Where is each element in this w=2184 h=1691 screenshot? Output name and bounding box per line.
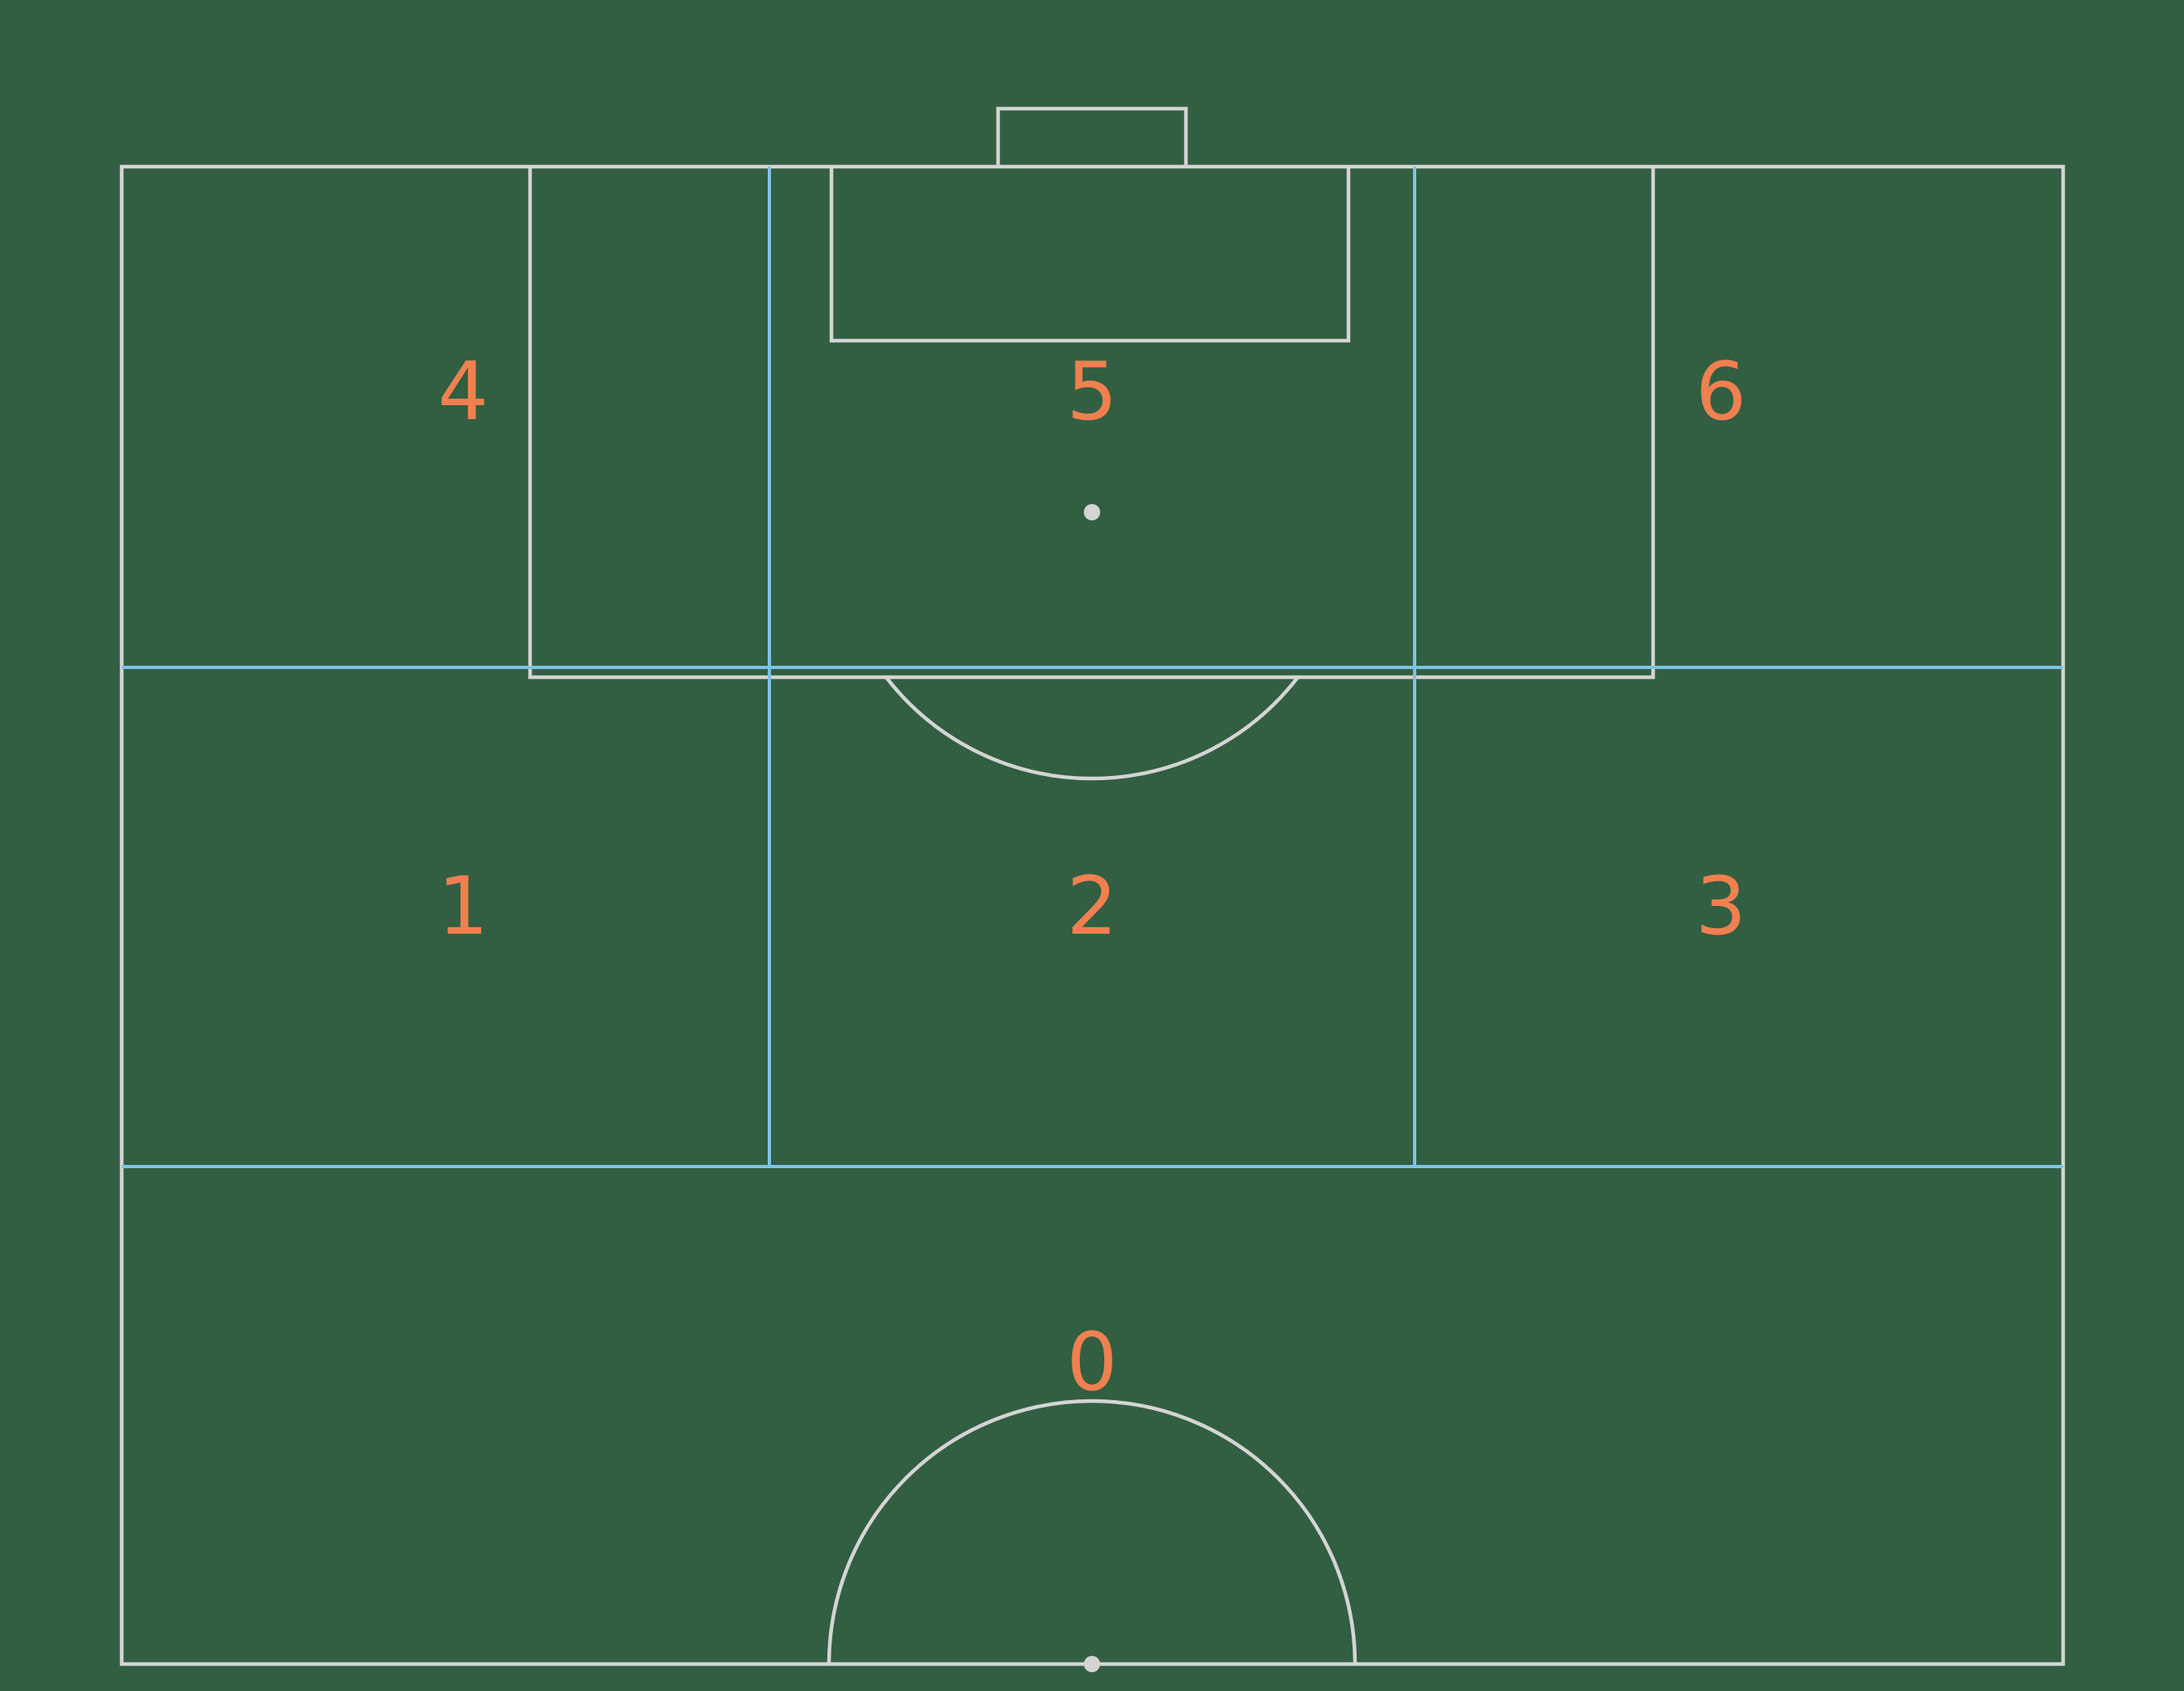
- penalty-spot: [1084, 504, 1100, 520]
- pitch-markings: [119, 106, 2066, 1672]
- penalty-arc: [885, 676, 1299, 781]
- goal: [996, 106, 1188, 167]
- center-circle: [827, 1399, 1357, 1665]
- zone-label-2: 2: [1067, 860, 1117, 953]
- zone-label-4: 4: [438, 346, 488, 439]
- zone-label-0: 0: [1067, 1316, 1117, 1409]
- zone-label-5: 5: [1067, 346, 1117, 439]
- zone-labels: 4 5 6 1 2 3 0: [438, 346, 1746, 1409]
- zone-grid: [122, 167, 2063, 1168]
- zone-label-3: 3: [1696, 860, 1746, 953]
- center-spot: [1084, 1656, 1100, 1672]
- penalty-area: [528, 167, 1656, 680]
- zone-label-6: 6: [1696, 346, 1746, 439]
- zone-label-1: 1: [438, 860, 488, 953]
- goal-area: [829, 167, 1351, 343]
